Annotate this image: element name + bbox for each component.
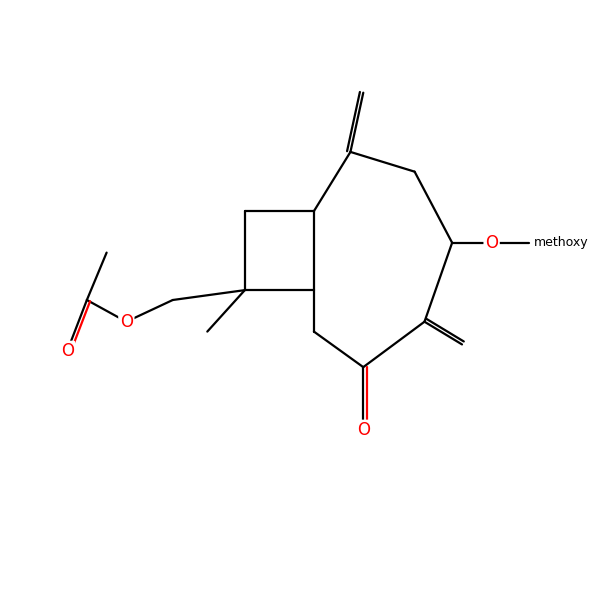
Text: methoxy: methoxy xyxy=(534,236,589,249)
Text: O: O xyxy=(485,234,498,252)
Text: O: O xyxy=(120,313,133,331)
Text: O: O xyxy=(61,343,74,361)
Text: O: O xyxy=(357,421,370,439)
